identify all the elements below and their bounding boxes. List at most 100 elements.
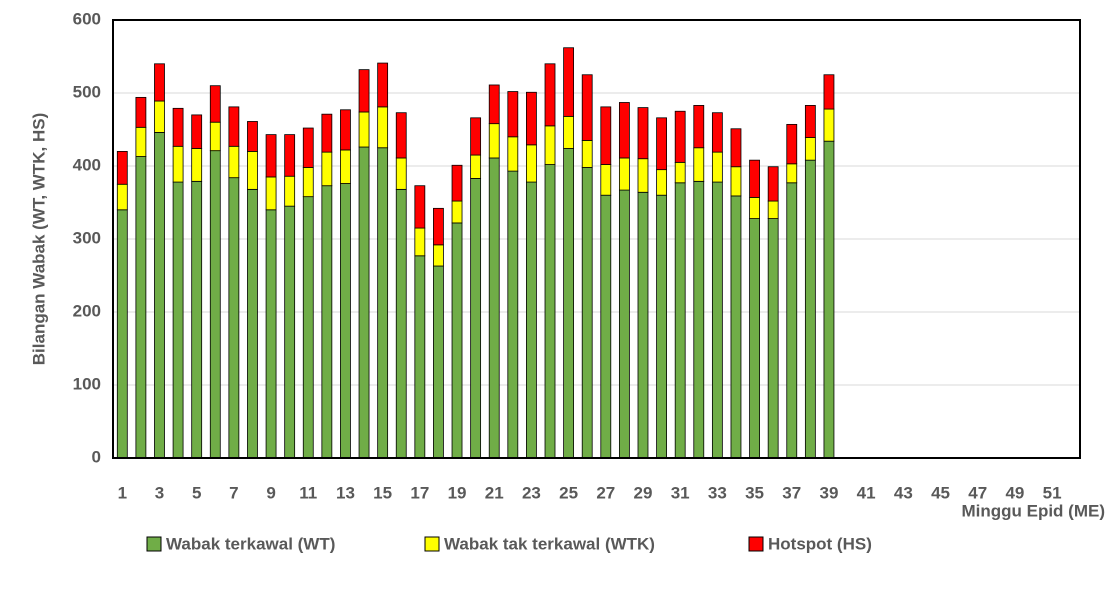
bar-segment bbox=[340, 109, 351, 151]
x-tick-label: 13 bbox=[336, 483, 355, 502]
bar-segment bbox=[563, 148, 575, 459]
bar-segment bbox=[172, 107, 184, 147]
bar-segment bbox=[470, 154, 482, 179]
bar-segment bbox=[711, 112, 723, 153]
x-tick-label: 25 bbox=[559, 483, 578, 502]
bar-segment bbox=[154, 132, 165, 459]
bar-segment bbox=[526, 91, 537, 146]
bar-segment bbox=[600, 194, 612, 459]
bar-segment bbox=[637, 107, 649, 160]
legend-label: Wabak terkawal (WT) bbox=[166, 534, 335, 553]
x-tick-label: 1 bbox=[118, 483, 127, 502]
bar-segment bbox=[247, 150, 258, 190]
y-tick-label: 100 bbox=[73, 374, 101, 393]
y-tick-label: 300 bbox=[73, 228, 101, 247]
bar-segment bbox=[470, 117, 482, 156]
x-tick-label: 19 bbox=[448, 483, 467, 502]
x-tick-label: 51 bbox=[1043, 483, 1062, 502]
bar-segment bbox=[600, 164, 612, 196]
bar-segment bbox=[135, 126, 147, 157]
bar-segment bbox=[395, 112, 407, 159]
y-axis-title: Bilangan Wabak (WT, WTK, HS) bbox=[29, 113, 48, 365]
bar-segment bbox=[209, 150, 221, 459]
x-tick-label: 45 bbox=[931, 483, 950, 502]
bar-segment bbox=[488, 123, 500, 159]
bar-segment bbox=[767, 200, 779, 219]
bar-segment bbox=[451, 200, 463, 224]
bar-segment bbox=[377, 106, 389, 149]
bar-segment bbox=[786, 163, 798, 184]
legend-swatch bbox=[424, 536, 440, 552]
bar-segment bbox=[600, 106, 612, 165]
bar-segment bbox=[804, 137, 816, 161]
bar-segment bbox=[284, 134, 296, 177]
bar-segment bbox=[767, 166, 779, 202]
bar-segment bbox=[228, 106, 240, 147]
bar-segment bbox=[581, 140, 593, 168]
x-tick-label: 43 bbox=[894, 483, 913, 502]
bar-segment bbox=[544, 125, 556, 165]
bar-segment bbox=[581, 74, 593, 141]
bar-segment bbox=[228, 177, 240, 459]
x-tick-label: 29 bbox=[634, 483, 653, 502]
bar-segment bbox=[730, 195, 742, 459]
bar-segment bbox=[804, 159, 816, 459]
bar-segment bbox=[358, 69, 370, 113]
bar-segment bbox=[340, 183, 351, 459]
y-tick-label: 500 bbox=[73, 82, 101, 101]
bar-segment bbox=[470, 178, 482, 459]
bar-segment bbox=[526, 181, 537, 459]
bar-segment bbox=[414, 227, 426, 257]
bar-segment bbox=[618, 102, 630, 159]
bar-segment bbox=[433, 207, 444, 246]
legend-label: Wabak tak terkawal (WTK) bbox=[444, 534, 655, 553]
bar-segment bbox=[618, 189, 630, 459]
bar-segment bbox=[358, 111, 370, 148]
bar-segment bbox=[209, 121, 221, 152]
x-tick-label: 21 bbox=[485, 483, 504, 502]
x-tick-label: 15 bbox=[373, 483, 392, 502]
bar-segment bbox=[377, 147, 389, 459]
bar-segment bbox=[507, 170, 519, 459]
bar-segment bbox=[302, 127, 314, 168]
y-tick-label: 0 bbox=[92, 447, 101, 466]
bar-segment bbox=[191, 180, 203, 459]
bar-segment bbox=[154, 63, 165, 102]
bar-segment bbox=[321, 113, 333, 153]
x-tick-label: 31 bbox=[671, 483, 690, 502]
y-tick-label: 600 bbox=[73, 9, 101, 28]
bar-segment bbox=[340, 149, 351, 184]
bar-segment bbox=[711, 181, 723, 459]
bar-segment bbox=[507, 91, 519, 138]
x-tick-label: 5 bbox=[192, 483, 201, 502]
bar-segment bbox=[749, 159, 760, 198]
bar-segment bbox=[172, 181, 184, 459]
x-tick-label: 41 bbox=[857, 483, 876, 502]
x-tick-label: 39 bbox=[819, 483, 838, 502]
bar-segment bbox=[730, 166, 742, 197]
x-tick-label: 7 bbox=[229, 483, 238, 502]
bar-segment bbox=[395, 157, 407, 190]
bar-segment bbox=[302, 167, 314, 198]
bar-segment bbox=[656, 117, 667, 171]
bar-segment bbox=[618, 157, 630, 191]
x-tick-label: 37 bbox=[782, 483, 801, 502]
bar-segment bbox=[302, 196, 314, 459]
bar-segment bbox=[563, 115, 575, 149]
bar-segment bbox=[284, 175, 296, 207]
bar-segment bbox=[433, 244, 444, 267]
bar-segment bbox=[693, 105, 705, 149]
bar-segment bbox=[116, 183, 128, 211]
bar-segment bbox=[544, 164, 556, 459]
bar-segment bbox=[767, 218, 779, 459]
x-tick-label: 47 bbox=[968, 483, 987, 502]
bar-segment bbox=[786, 182, 798, 459]
bar-segment bbox=[674, 161, 686, 184]
bar-segment bbox=[395, 188, 407, 459]
bar-segment bbox=[488, 84, 500, 125]
bar-segment bbox=[116, 150, 128, 185]
bar-segment bbox=[823, 74, 835, 110]
bar-segment bbox=[730, 128, 742, 168]
bar-segment bbox=[451, 222, 463, 459]
bar-segment bbox=[191, 148, 203, 182]
